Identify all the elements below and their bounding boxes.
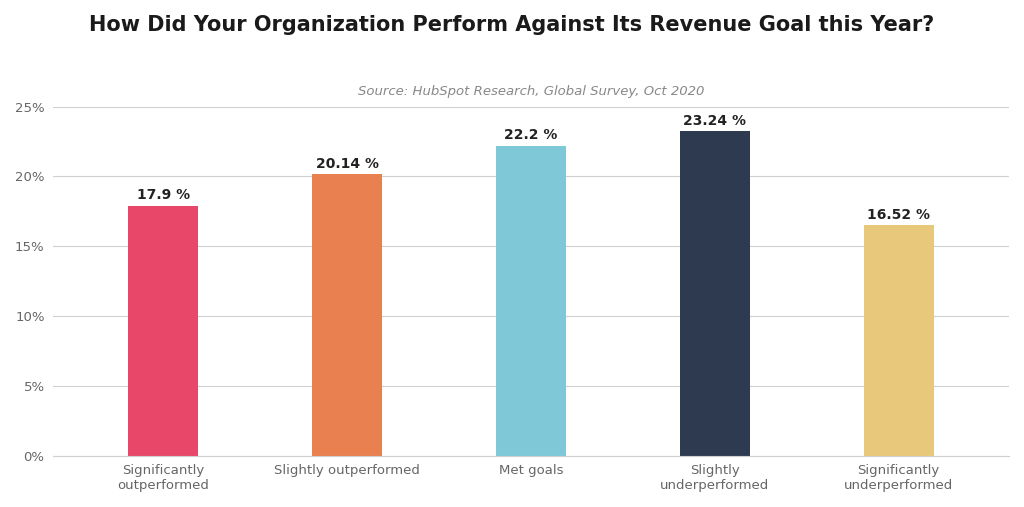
Title: Source: HubSpot Research, Global Survey, Oct 2020: Source: HubSpot Research, Global Survey,… xyxy=(357,86,705,98)
Text: 16.52 %: 16.52 % xyxy=(867,207,930,222)
Bar xyxy=(496,146,566,456)
Text: 17.9 %: 17.9 % xyxy=(137,188,189,202)
Text: 22.2 %: 22.2 % xyxy=(504,128,558,142)
Text: How Did Your Organization Perform Against Its Revenue Goal this Year?: How Did Your Organization Perform Agains… xyxy=(89,15,935,35)
Bar xyxy=(864,225,934,456)
Bar xyxy=(680,131,750,456)
Bar xyxy=(312,174,382,456)
Text: 20.14 %: 20.14 % xyxy=(315,157,379,171)
Text: 23.24 %: 23.24 % xyxy=(683,114,746,128)
Bar xyxy=(128,206,199,456)
